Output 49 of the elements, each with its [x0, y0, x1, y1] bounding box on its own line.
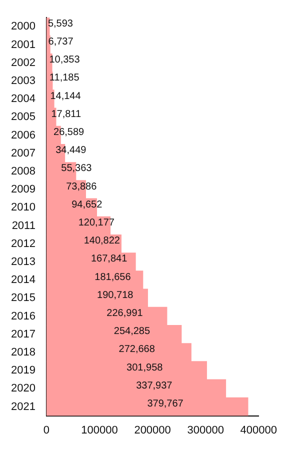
x-tick-label: 200000 — [134, 424, 171, 436]
y-tick-label: 2021 — [10, 400, 36, 413]
data-label: 17,811 — [51, 108, 82, 120]
y-tick-label: 2010 — [10, 202, 36, 214]
y-tick-label: 2001 — [10, 38, 36, 51]
data-label: 301,958 — [126, 362, 164, 374]
y-tick-label: 2000 — [10, 20, 36, 33]
y-tick-label: 2017 — [10, 328, 36, 340]
y-tick-label: 2016 — [10, 310, 36, 322]
data-label: 337,937 — [136, 380, 173, 392]
data-label: 120,177 — [78, 218, 115, 228]
y-tick-label: 2002 — [10, 56, 36, 69]
data-label: 167,841 — [90, 254, 128, 265]
data-label: 140,822 — [84, 236, 120, 247]
y-tick-label: 2012 — [10, 238, 36, 250]
x-tick-label: 100000 — [81, 424, 118, 436]
data-label: 55,363 — [61, 163, 92, 174]
data-label: 226,991 — [106, 308, 144, 319]
x-tick-label: 300000 — [187, 424, 224, 436]
y-tick-label: 2013 — [10, 256, 36, 268]
y-tick-label: 2009 — [10, 184, 36, 196]
y-tick-label: 2020 — [10, 382, 36, 395]
x-tick-label: 0 — [43, 424, 50, 436]
y-tick-label: 2005 — [10, 111, 36, 124]
data-label: 181,656 — [94, 272, 132, 283]
data-label: 34,449 — [56, 145, 87, 156]
data-label: 10,353 — [49, 54, 80, 66]
y-tick-label: 2018 — [10, 346, 36, 358]
data-label: 5,593 — [48, 18, 74, 30]
y-tick-label: 2007 — [10, 147, 36, 160]
data-label: 11,185 — [49, 72, 80, 84]
data-label: 6,737 — [48, 36, 74, 48]
data-label: 254,285 — [114, 326, 150, 338]
y-tick-label: 2011 — [12, 220, 36, 232]
data-label: 272,668 — [118, 344, 156, 356]
data-label: 379,767 — [147, 398, 184, 410]
data-label: 26,589 — [54, 127, 85, 138]
data-label: 94,652 — [72, 199, 103, 210]
x-tick-label: 400000 — [240, 424, 278, 436]
y-tick-label: 2006 — [10, 129, 36, 142]
data-label: 73,886 — [66, 181, 98, 192]
y-tick-label: 2008 — [10, 165, 36, 178]
y-tick-label: 2019 — [10, 364, 36, 377]
y-tick-label: 2004 — [10, 93, 36, 106]
data-label: 190,718 — [97, 290, 134, 301]
y-tick-label: 2014 — [10, 274, 36, 286]
y-tick-label: 2003 — [10, 74, 36, 87]
y-tick-label: 2015 — [10, 292, 36, 304]
data-label: 14,144 — [50, 90, 82, 102]
